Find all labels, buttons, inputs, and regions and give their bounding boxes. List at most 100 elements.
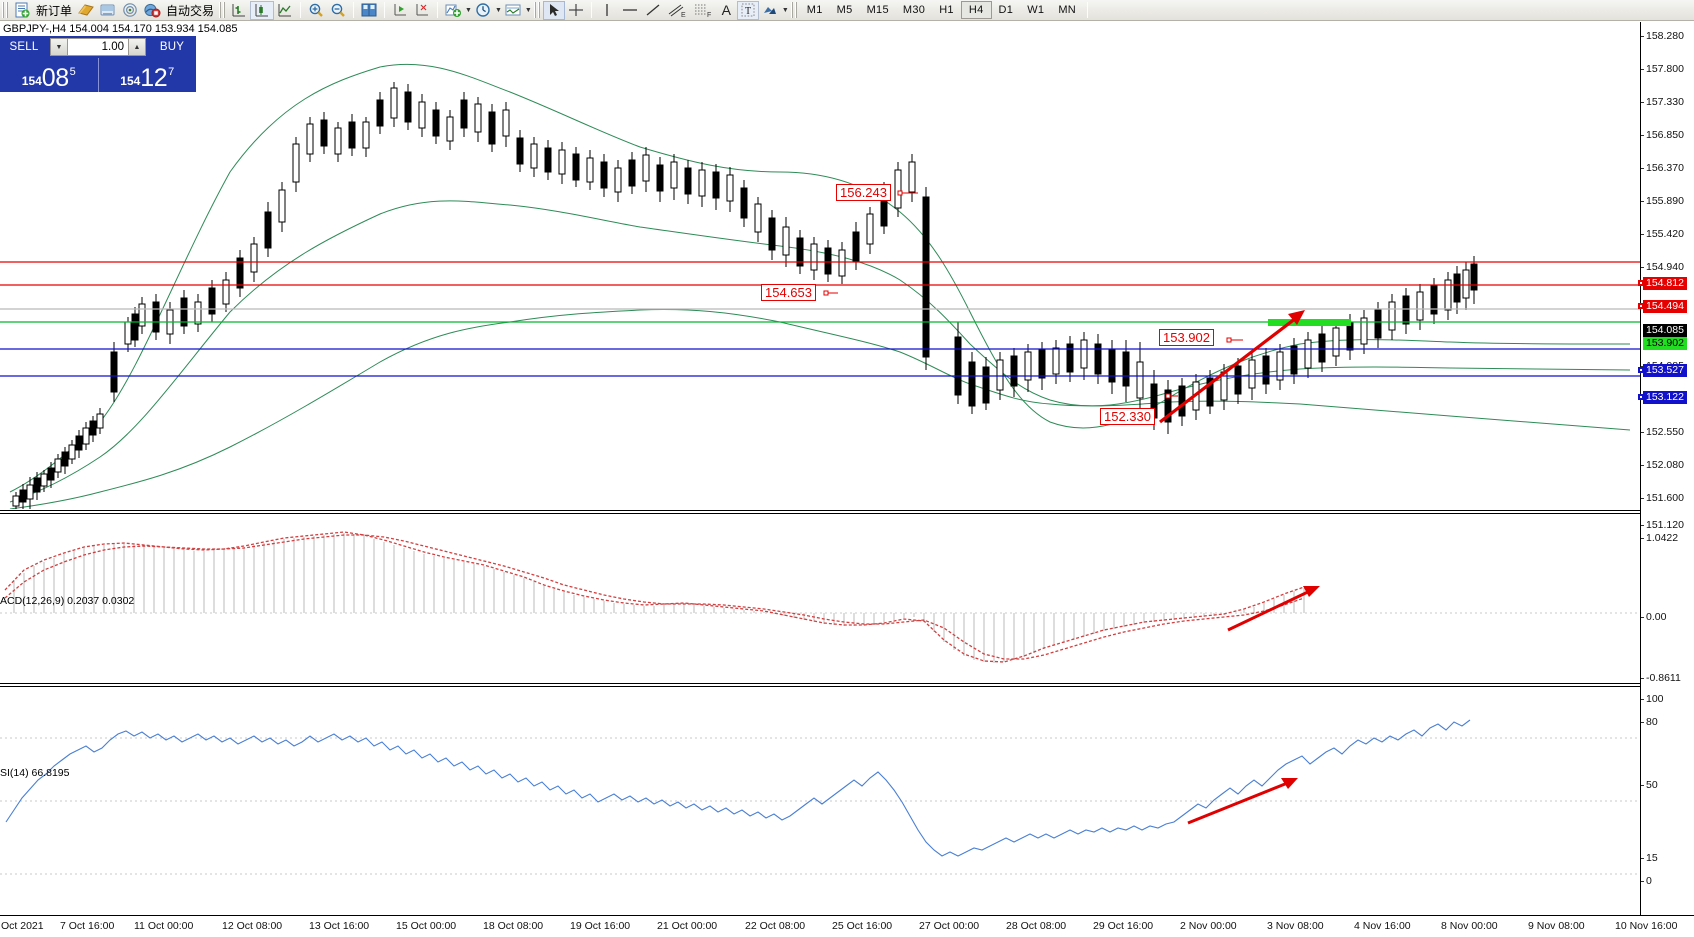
price-tag-marker xyxy=(1638,394,1644,400)
trendline-tool-button[interactable] xyxy=(642,1,664,20)
autotrading-label[interactable]: 自动交易 xyxy=(166,3,215,18)
crosshair-tool-button[interactable] xyxy=(565,1,587,20)
periods-button[interactable] xyxy=(472,1,494,20)
volume-increment-button[interactable]: ▲ xyxy=(128,38,146,56)
candlestick-chart-button[interactable] xyxy=(250,0,275,20)
rsi-tick-50: 50 xyxy=(1641,779,1658,791)
time-label-12: 28 Oct 08:00 xyxy=(1006,920,1067,932)
sell-price-display[interactable]: 154 08 5 xyxy=(0,58,98,92)
volume-stepper: ▼ 1.00 ▲ xyxy=(48,36,148,58)
annotation-156243[interactable]: 156.243 xyxy=(836,184,891,201)
price-tag-153902[interactable]: 153.902 xyxy=(1643,337,1687,350)
sell-button[interactable]: SELL xyxy=(9,41,39,53)
price-tick-156370: 156.370 xyxy=(1641,162,1684,174)
price-tag-153122[interactable]: 153.122 xyxy=(1638,391,1687,404)
timeframe-w1[interactable]: W1 xyxy=(1027,4,1045,16)
time-label-9: 22 Oct 08:00 xyxy=(745,920,806,932)
indicators-dropdown-arrow[interactable]: ▼ xyxy=(465,6,472,14)
cursor-tool-button[interactable] xyxy=(542,0,565,20)
new-order-label[interactable]: 新订单 xyxy=(36,3,73,18)
price-pane[interactable] xyxy=(0,22,1640,509)
zoom-in-button[interactable] xyxy=(305,1,327,20)
zoom-out-button[interactable] xyxy=(327,1,349,20)
trade-panel-prices: 154 08 5 154 12 7 xyxy=(0,58,196,92)
indicators-button[interactable] xyxy=(442,1,464,20)
annotation-leaders xyxy=(823,190,1243,399)
timeframe-m15[interactable]: M15 xyxy=(866,4,889,16)
vertical-line-tool-button[interactable] xyxy=(596,1,618,20)
macd-histogram xyxy=(13,533,1305,663)
auto-scroll-button[interactable] xyxy=(389,1,411,20)
timeframe-mn[interactable]: MN xyxy=(1058,4,1077,16)
timeframe-m1[interactable]: M1 xyxy=(806,4,823,16)
line-chart-button[interactable] xyxy=(274,1,296,20)
price-tick-151120: 151.600 xyxy=(1641,492,1684,504)
timeframe-d1[interactable]: D1 xyxy=(998,4,1014,16)
toolbar-grip-4[interactable] xyxy=(790,2,798,18)
green-zone-marker xyxy=(1268,319,1351,326)
annotation-152330[interactable]: 152.330 xyxy=(1100,408,1155,425)
chart-canvas[interactable]: ACD(12,26,9) 0.2037 0.0302 SI(14) 66.819… xyxy=(0,22,1694,937)
toolbar-grip-2[interactable] xyxy=(219,2,227,18)
fibonacci-tool-button[interactable]: F xyxy=(690,1,716,20)
macd-indicator-label: ACD(12,26,9) 0.2037 0.0302 xyxy=(0,595,135,607)
timeframe-h1[interactable]: H1 xyxy=(939,4,954,16)
rsi-tick-100: 100 xyxy=(1641,693,1664,705)
shapes-tool-button[interactable] xyxy=(759,1,781,20)
templates-dropdown-arrow[interactable]: ▼ xyxy=(524,6,532,14)
annotation-154653[interactable]: 154.653 xyxy=(761,284,816,301)
templates-button[interactable] xyxy=(502,1,524,20)
rsi-pane[interactable] xyxy=(0,690,1640,917)
volume-input[interactable]: 1.00 xyxy=(68,38,128,56)
shapes-dropdown-arrow[interactable]: ▼ xyxy=(781,6,789,14)
time-axis[interactable]: Oct 2021 7 Oct 16:00 11 Oct 00:00 12 Oct… xyxy=(0,915,1694,937)
text-tool-button[interactable]: A xyxy=(721,2,732,18)
new-order-button[interactable] xyxy=(11,1,33,20)
rsi-tick-80: 80 xyxy=(1641,716,1658,728)
price-tag-153527[interactable]: 153.527 xyxy=(1638,364,1687,377)
metaeditor-button[interactable] xyxy=(97,1,119,20)
toolbar-separator-1 xyxy=(300,2,302,18)
time-label-5: 15 Oct 00:00 xyxy=(396,920,457,932)
price-tick-158280: 158.280 xyxy=(1641,30,1684,42)
macd-signal-line xyxy=(4,534,1305,660)
rsi-tick-15: 15 xyxy=(1641,852,1658,864)
bar-chart-button[interactable] xyxy=(228,1,250,20)
buy-button[interactable]: BUY xyxy=(159,41,185,53)
autotrading-button[interactable] xyxy=(141,1,163,20)
one-click-trading-panel: SELL ▼ 1.00 ▲ BUY 154 08 5 154 12 7 xyxy=(0,36,196,92)
chart-shift-button[interactable] xyxy=(411,1,433,20)
macd-tick-zero: 0.00 xyxy=(1641,611,1666,623)
svg-text:F: F xyxy=(707,12,711,18)
buy-price-big: 12 xyxy=(140,64,168,92)
horizontal-line-tool-button[interactable] xyxy=(618,1,642,20)
timeframe-m30[interactable]: M30 xyxy=(902,4,926,16)
volume-decrement-button[interactable]: ▼ xyxy=(50,38,68,56)
price-tag-marker xyxy=(1638,303,1644,309)
price-chart-svg xyxy=(0,63,1640,509)
pane-separator-1b xyxy=(0,513,1640,514)
periods-dropdown-arrow[interactable]: ▼ xyxy=(494,6,502,14)
macd-pane[interactable] xyxy=(0,518,1640,685)
timeframe-m5[interactable]: M5 xyxy=(836,4,853,16)
save-template-button[interactable] xyxy=(358,1,380,20)
svg-text:T: T xyxy=(745,6,751,17)
price-tag-154812[interactable]: 154.812 xyxy=(1638,277,1687,290)
text-label-tool-button[interactable]: T xyxy=(736,0,759,20)
annotation-153902[interactable]: 153.902 xyxy=(1159,329,1214,346)
toolbar-grip[interactable] xyxy=(2,2,9,18)
sell-price-fraction: 5 xyxy=(69,66,76,78)
terminal-button[interactable] xyxy=(75,1,97,20)
equidistant-channel-tool-button[interactable]: E xyxy=(664,1,690,20)
price-tick-155420: 155.420 xyxy=(1641,228,1684,240)
price-tag-154494[interactable]: 154.494 xyxy=(1638,300,1687,313)
time-label-7: 19 Oct 16:00 xyxy=(570,920,631,932)
signals-button[interactable] xyxy=(119,1,141,20)
timeframe-h4[interactable]: H4 xyxy=(960,1,992,19)
trade-panel-controls: SELL ▼ 1.00 ▲ BUY xyxy=(0,36,196,58)
buy-price-display[interactable]: 154 12 7 xyxy=(97,58,197,92)
price-scale[interactable]: 158.280 157.800 157.330 156.850 156.370 … xyxy=(1638,22,1694,937)
green-highlight-bar xyxy=(1268,319,1351,326)
toolbar-grip-3[interactable] xyxy=(533,2,541,18)
svg-text:E: E xyxy=(681,12,686,18)
